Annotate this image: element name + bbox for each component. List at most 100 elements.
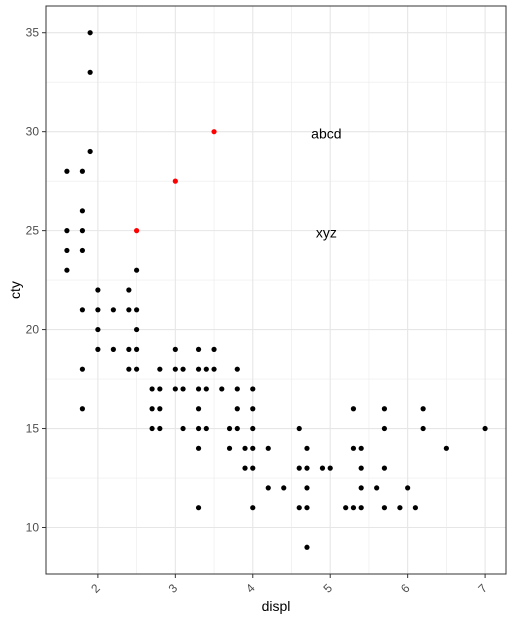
data-point <box>134 307 140 313</box>
data-point <box>195 505 202 511</box>
y-axis-ticks: 10 15 20 25 30 35 <box>26 26 46 534</box>
data-point <box>296 465 302 471</box>
data-point <box>381 465 388 471</box>
x-tick-label: 5 <box>321 581 336 596</box>
data-point <box>180 386 186 392</box>
data-point <box>87 69 93 75</box>
data-point <box>195 366 202 372</box>
data-point <box>180 425 186 432</box>
data-point <box>79 406 85 412</box>
y-tick-label: 10 <box>26 520 40 534</box>
data-point <box>250 465 256 471</box>
x-tick-label: 6 <box>398 581 413 596</box>
data-point <box>195 406 202 412</box>
data-point <box>195 346 202 352</box>
data-point <box>304 445 310 451</box>
x-axis-title: displ <box>262 598 291 614</box>
data-point <box>172 346 178 352</box>
x-tick-label: 3 <box>166 581 181 596</box>
data-point <box>234 366 240 372</box>
y-tick-label: 20 <box>26 323 40 337</box>
data-point <box>350 505 357 511</box>
data-point <box>149 425 155 432</box>
data-point <box>219 386 225 392</box>
data-point <box>95 346 101 352</box>
data-point <box>95 326 101 333</box>
data-point <box>374 485 380 491</box>
data-point <box>110 346 116 352</box>
data-point <box>134 326 140 333</box>
data-point <box>64 168 70 174</box>
data-point <box>195 425 202 432</box>
y-tick-label: 15 <box>26 422 40 436</box>
data-point <box>250 505 256 511</box>
annotation-label: abcd <box>311 126 341 142</box>
data-point <box>296 505 302 511</box>
data-point <box>420 406 426 412</box>
data-point <box>126 366 132 372</box>
data-point <box>242 445 248 451</box>
data-point <box>172 386 178 392</box>
data-point <box>327 465 333 471</box>
annotation-label: xyz <box>316 225 337 241</box>
data-point <box>381 406 388 412</box>
data-point <box>242 465 248 471</box>
data-point <box>195 386 202 392</box>
data-point <box>149 406 155 412</box>
data-point <box>443 445 449 451</box>
data-point <box>250 386 256 392</box>
data-points <box>64 30 488 550</box>
data-point <box>304 505 310 511</box>
data-point <box>350 406 357 412</box>
data-point <box>226 445 233 451</box>
data-point <box>211 346 217 352</box>
data-point <box>95 307 101 313</box>
data-point <box>358 445 364 451</box>
data-point <box>381 425 388 432</box>
data-point <box>203 366 209 372</box>
highlight-point <box>211 129 217 135</box>
data-point <box>110 307 116 313</box>
data-point <box>265 445 271 451</box>
data-point <box>87 30 93 36</box>
data-point <box>203 386 209 392</box>
highlight-point <box>172 178 178 184</box>
data-point <box>343 505 349 511</box>
data-point <box>79 366 85 372</box>
x-tick-label: 4 <box>243 581 258 596</box>
y-tick-label: 35 <box>26 26 40 40</box>
x-axis-ticks: 2 3 4 5 6 7 <box>88 574 490 596</box>
data-point <box>281 485 287 491</box>
y-axis-title: cty <box>7 281 23 299</box>
data-point <box>79 228 85 234</box>
data-point <box>134 366 140 372</box>
data-point <box>234 386 240 392</box>
data-point <box>149 386 155 392</box>
data-point <box>234 406 240 412</box>
data-point <box>296 425 302 432</box>
data-point <box>134 267 140 273</box>
data-point <box>157 386 163 392</box>
x-tick-label: 2 <box>88 581 103 596</box>
data-point <box>126 307 132 313</box>
data-point <box>195 445 202 451</box>
data-point <box>211 366 217 372</box>
data-point <box>397 505 403 511</box>
data-point <box>203 425 209 432</box>
data-point <box>319 465 326 471</box>
major-gridlines <box>46 6 506 574</box>
data-point <box>405 485 411 491</box>
data-point <box>358 505 364 511</box>
data-point <box>304 465 310 471</box>
data-point <box>226 425 233 432</box>
data-point <box>79 168 85 174</box>
x-tick-label: 7 <box>475 581 490 596</box>
data-point <box>412 505 418 511</box>
data-point <box>350 445 357 451</box>
data-point <box>87 148 93 155</box>
data-point <box>64 267 70 273</box>
data-point <box>482 425 488 432</box>
data-point <box>250 425 256 432</box>
data-point <box>420 425 426 432</box>
